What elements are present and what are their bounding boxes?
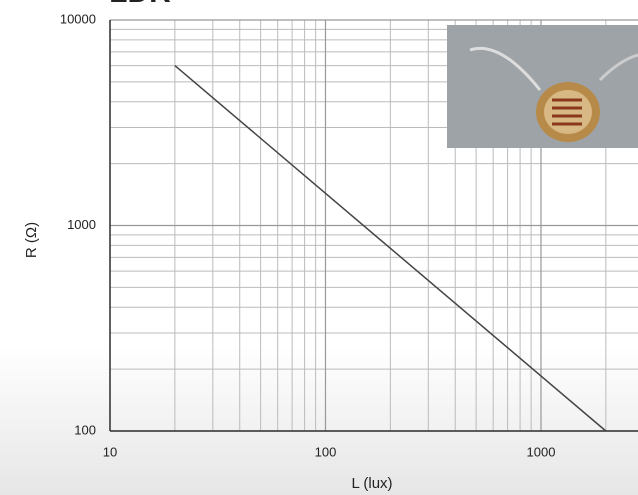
y-tick-label: 10000 (60, 11, 96, 26)
y-tick-label: 1000 (67, 217, 96, 232)
chart-title: LDR (109, 0, 171, 9)
photo-inset (447, 25, 638, 148)
x-axis-label: L (lux) (351, 475, 392, 492)
data-line (174, 65, 607, 432)
x-tick-label: 1000 (527, 444, 556, 459)
x-tick-label: 10 (103, 444, 117, 459)
y-tick-label: 100 (74, 422, 96, 437)
x-tick-label: 100 (315, 444, 337, 459)
y-axis-label: R (Ω) (23, 222, 40, 258)
